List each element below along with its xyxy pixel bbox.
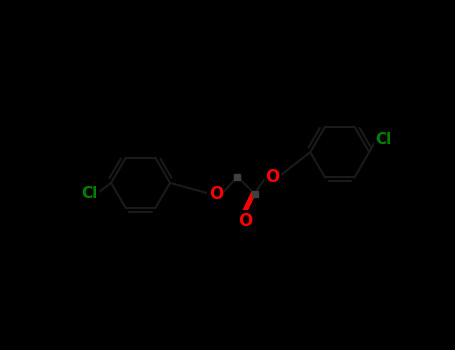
Text: O: O xyxy=(238,212,253,230)
Text: O: O xyxy=(209,185,223,203)
Text: O: O xyxy=(265,168,279,186)
Text: Cl: Cl xyxy=(375,132,391,147)
Text: Cl: Cl xyxy=(81,186,97,201)
